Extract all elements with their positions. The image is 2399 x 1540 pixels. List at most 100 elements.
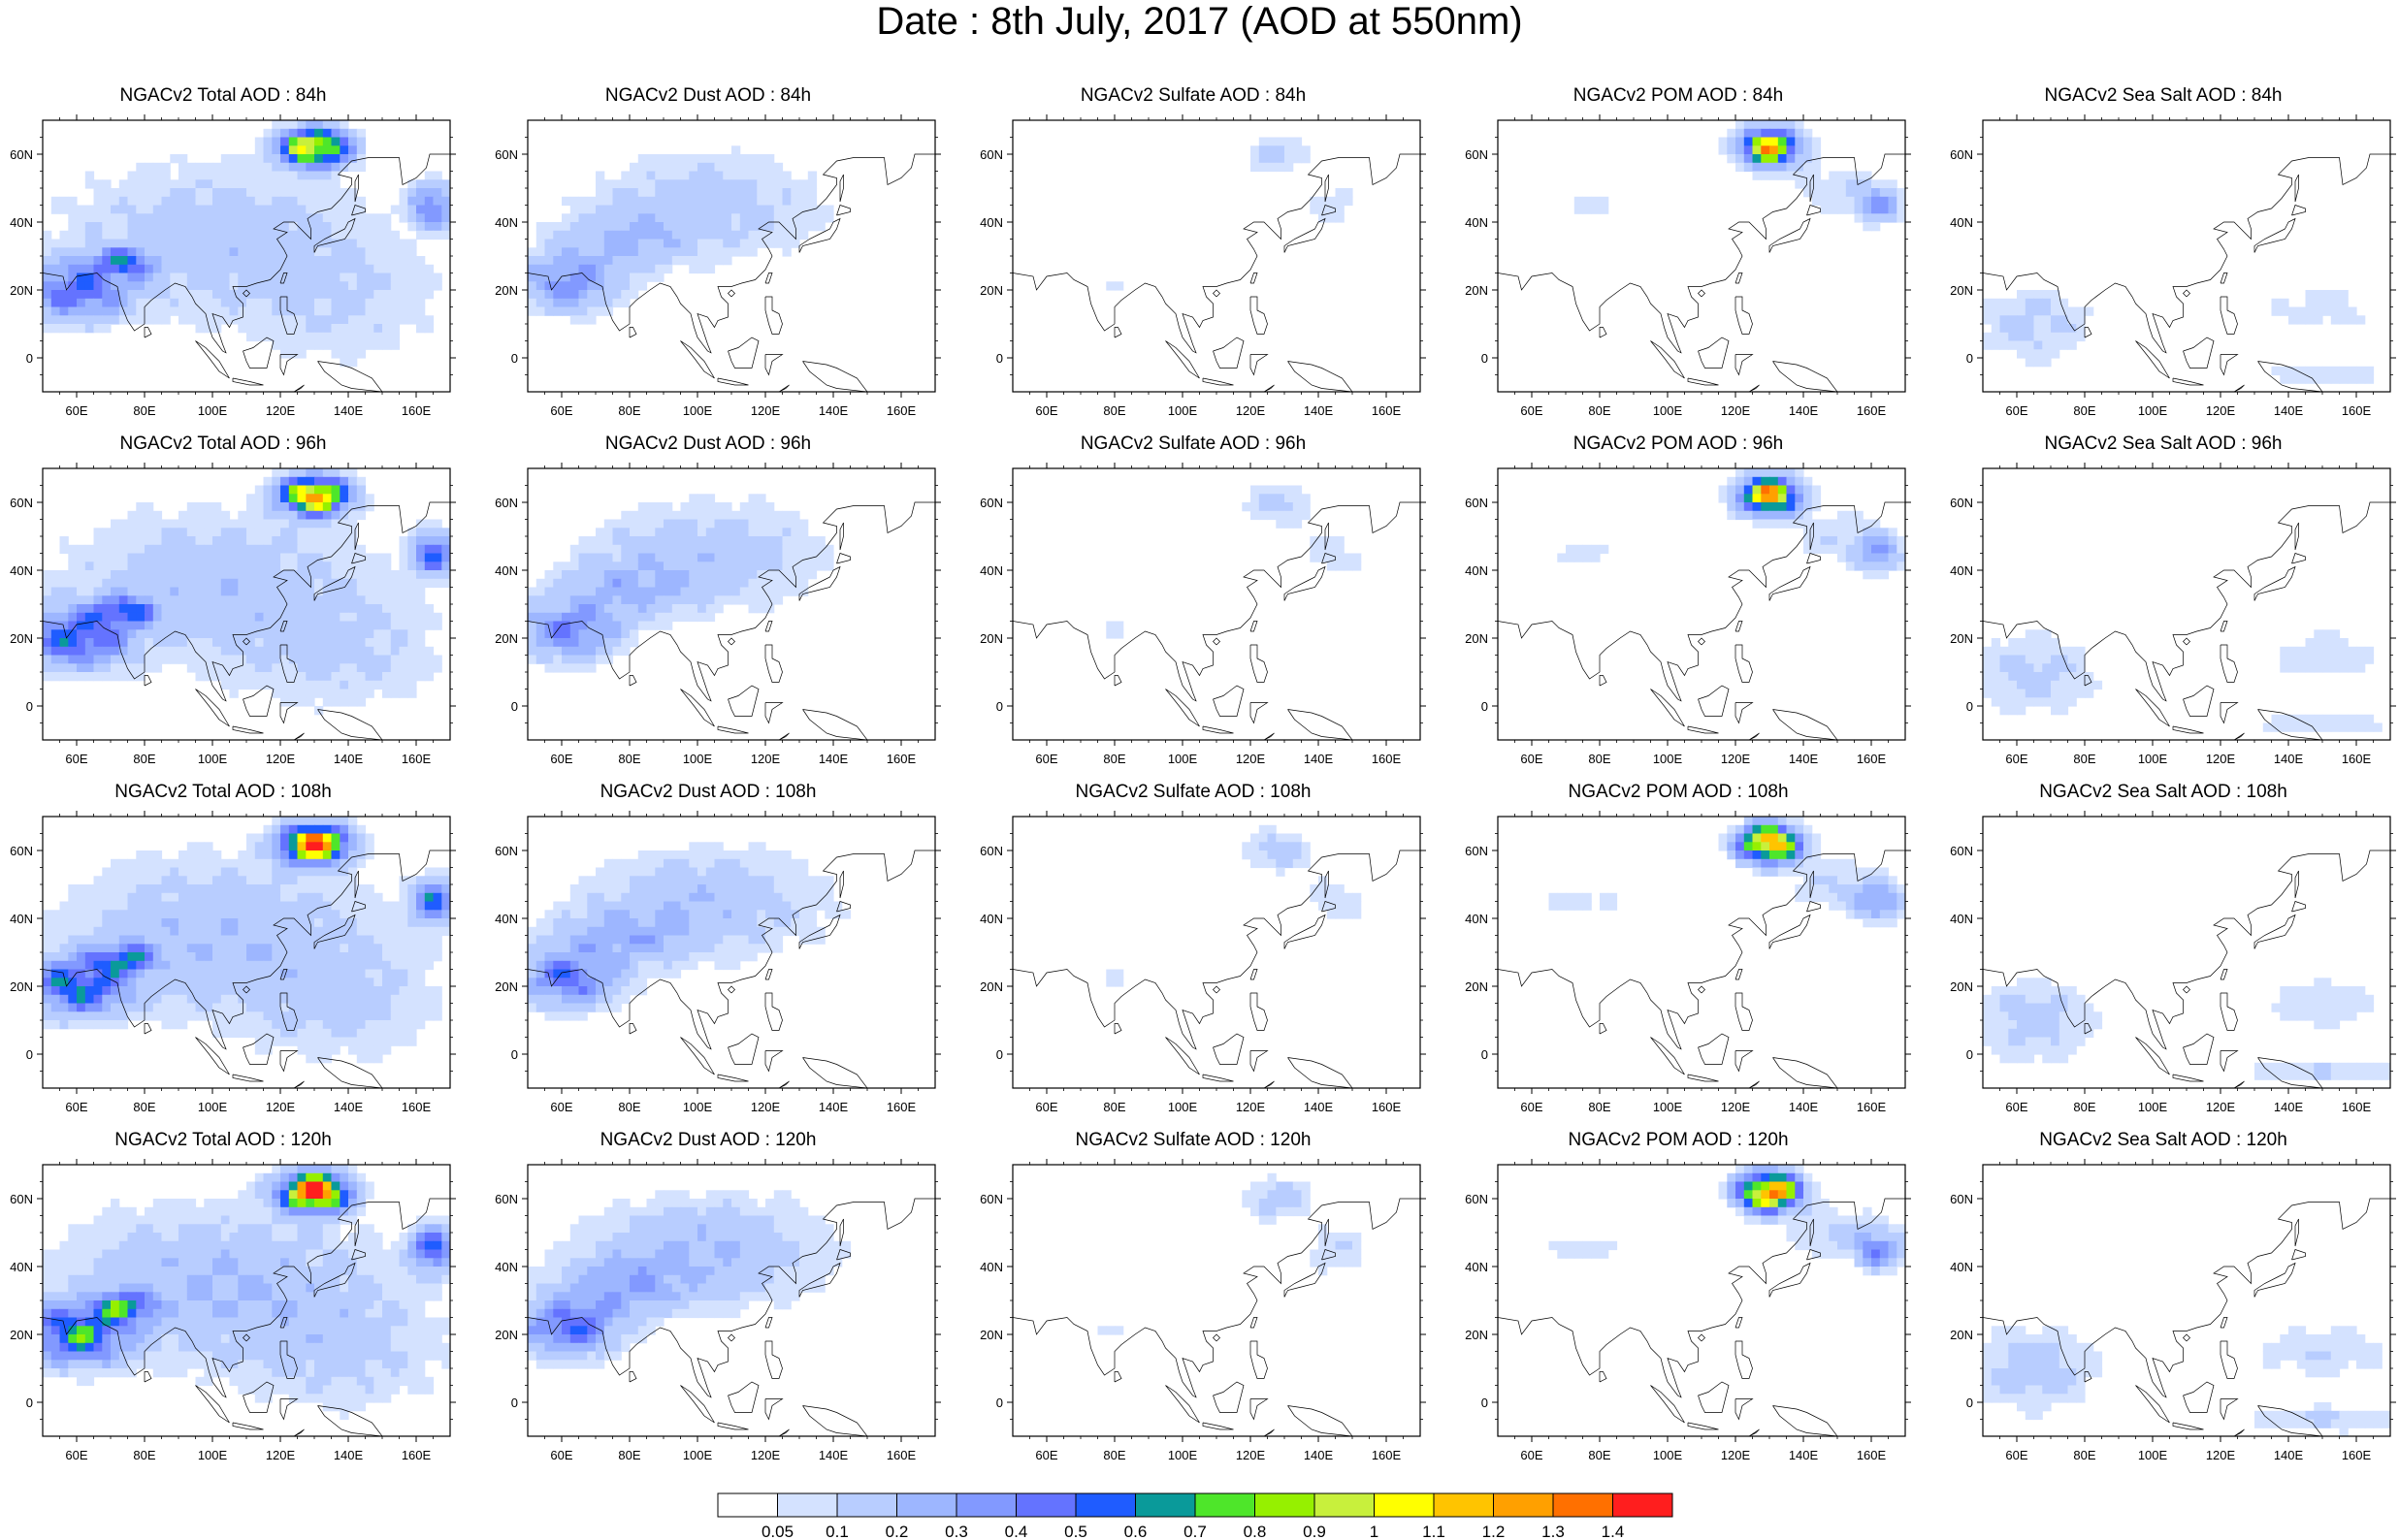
lon-tick-label: 160E [402, 752, 432, 766]
lat-tick-label: 60N [495, 844, 518, 858]
lon-tick-label: 100E [1653, 1448, 1683, 1462]
map-panel-seasalt-84: NGACv2 Sea Salt AOD : 84h 60E 80E 100E 120E 1… [1940, 85, 2399, 430]
lon-tick-label: 80E [2073, 752, 2095, 766]
lat-tick-label: 40N [1465, 1260, 1488, 1274]
colorbar-label: 0.3 [945, 1523, 968, 1540]
lon-tick-label: 140E [334, 403, 364, 418]
colorbar-label: 0.7 [1183, 1523, 1207, 1540]
colorbar-swatch [777, 1492, 838, 1518]
lat-tick-label: 0 [996, 1047, 1003, 1062]
colorbar-label: 0.05 [762, 1523, 794, 1540]
lat-tick-label: 60N [980, 844, 1003, 858]
colorbar-swatch [1493, 1492, 1554, 1518]
lon-tick-label: 80E [1103, 403, 1125, 418]
lat-tick-label: 0 [1481, 1396, 1488, 1410]
lon-tick-label: 140E [1304, 1100, 1334, 1114]
lon-tick-label: 60E [65, 1100, 87, 1114]
colorbar-label: 0.6 [1124, 1523, 1148, 1540]
coastline [1983, 153, 2390, 392]
lon-tick-label: 160E [1857, 403, 1887, 418]
colorbar-swatch [717, 1492, 778, 1518]
lon-tick-label: 120E [266, 752, 296, 766]
colorbar-swatch [896, 1492, 957, 1518]
lat-tick-label: 0 [26, 1047, 33, 1062]
lon-tick-label: 140E [1789, 752, 1819, 766]
lon-tick-label: 80E [133, 403, 155, 418]
map-panel-total-84: NGACv2 Total AOD : 84h 60E 80E 100E 120E 140E… [0, 85, 485, 430]
colorbar-label: 0.9 [1303, 1523, 1326, 1540]
coastline [528, 1198, 935, 1436]
map-panel-sulfate-108: NGACv2 Sulfate AOD : 108h 60E 80E 100E 120E 1… [970, 782, 1455, 1126]
lon-tick-label: 80E [133, 1100, 155, 1114]
panel-title: NGACv2 Sea Salt AOD : 120h [2039, 1130, 2287, 1150]
lat-tick-label: 20N [10, 283, 33, 298]
coastline [1013, 153, 1420, 392]
map-panel-total-108: NGACv2 Total AOD : 108h 60E 80E 100E 120E 140… [0, 782, 485, 1126]
lat-tick-label: 20N [1465, 979, 1488, 994]
panel-title: NGACv2 Dust AOD : 120h [600, 1130, 817, 1150]
lon-tick-label: 120E [751, 1100, 781, 1114]
coastline [43, 850, 450, 1088]
lat-tick-label: 0 [511, 1047, 518, 1062]
coastline [1983, 1198, 2390, 1436]
lat-tick-label: 20N [10, 979, 33, 994]
colorbar-label: 1.2 [1482, 1523, 1506, 1540]
colorbar-graphic: 0.05 0.1 0.2 0.3 0.4 0.5 0.6 0.7 0.8 0.9 1 1.1 1.2 1.… [717, 1492, 1673, 1540]
coastline [1983, 850, 2390, 1088]
lon-tick-label: 100E [2138, 752, 2168, 766]
panel-title: NGACv2 Sea Salt AOD : 84h [2044, 85, 2283, 106]
colorbar-label: 1 [1370, 1523, 1378, 1540]
lat-tick-label: 40N [980, 215, 1003, 230]
lon-tick-label: 100E [198, 403, 228, 418]
lon-tick-label: 160E [1372, 1100, 1402, 1114]
aod-field [528, 120, 935, 392]
lon-tick-label: 120E [751, 752, 781, 766]
aod-field [528, 468, 935, 740]
lon-tick-label: 60E [550, 1448, 572, 1462]
aod-field [1498, 817, 1905, 1088]
colorbar-label: 0.1 [826, 1523, 849, 1540]
map-plot: 60E 80E 100E 120E 140E 160E 60N 40N 20N 0 [495, 114, 941, 418]
lat-tick-label: 20N [10, 1328, 33, 1342]
lon-tick-label: 140E [2274, 1448, 2304, 1462]
map-panel-pom-96: NGACv2 POM AOD : 96h 60E 80E 100E 120E 140E 16… [1455, 433, 1940, 778]
lon-tick-label: 80E [1103, 1448, 1125, 1462]
lat-tick-label: 40N [1950, 1260, 1973, 1274]
lat-tick-label: 60N [10, 1192, 33, 1206]
colorbar-swatch [1313, 1492, 1375, 1518]
lon-tick-label: 160E [1372, 403, 1402, 418]
map-plot: 60E 80E 100E 120E 140E 160E 60N 40N 20N 0 [1465, 811, 1911, 1114]
lon-tick-label: 100E [1168, 1448, 1198, 1462]
map-panel-dust-120: NGACv2 Dust AOD : 120h 60E 80E 100E 120E 140E… [485, 1130, 970, 1474]
panel-title: NGACv2 Total AOD : 108h [114, 782, 332, 802]
lon-tick-label: 100E [683, 752, 713, 766]
lon-tick-label: 60E [550, 403, 572, 418]
aod-field [43, 120, 450, 392]
map-panel-pom-108: NGACv2 POM AOD : 108h 60E 80E 100E 120E 140E 1… [1455, 782, 1940, 1126]
lat-tick-label: 20N [495, 979, 518, 994]
coastline [43, 153, 450, 392]
colorbar-swatch [1552, 1492, 1613, 1518]
lat-tick-label: 20N [495, 283, 518, 298]
lon-tick-label: 60E [1520, 1100, 1542, 1114]
lat-tick-label: 20N [980, 631, 1003, 646]
lat-tick-label: 20N [1950, 979, 1973, 994]
lat-tick-label: 20N [980, 979, 1003, 994]
lat-tick-label: 60N [1950, 147, 1973, 162]
lon-tick-label: 80E [2073, 1100, 2095, 1114]
lat-tick-label: 40N [980, 912, 1003, 926]
panel-title: NGACv2 POM AOD : 120h [1568, 1130, 1789, 1150]
colorbar-label: 0.8 [1244, 1523, 1267, 1540]
lon-tick-label: 100E [1653, 1100, 1683, 1114]
lon-tick-label: 160E [1857, 752, 1887, 766]
lon-tick-label: 60E [65, 752, 87, 766]
lat-tick-label: 60N [1950, 1192, 1973, 1206]
map-panel-sulfate-96: NGACv2 Sulfate AOD : 96h 60E 80E 100E 120E 14… [970, 433, 1455, 778]
colorbar-label: 1.4 [1602, 1523, 1625, 1540]
coastline [1498, 501, 1905, 740]
lon-tick-label: 120E [1236, 752, 1266, 766]
map-panel-dust-84: NGACv2 Dust AOD : 84h 60E 80E 100E 120E 140E 1… [485, 85, 970, 430]
lon-tick-label: 60E [1520, 1448, 1542, 1462]
map-plot: 60E 80E 100E 120E 140E 160E 60N 40N 20N 0 [1950, 1159, 2396, 1462]
lon-tick-label: 80E [1588, 1100, 1610, 1114]
